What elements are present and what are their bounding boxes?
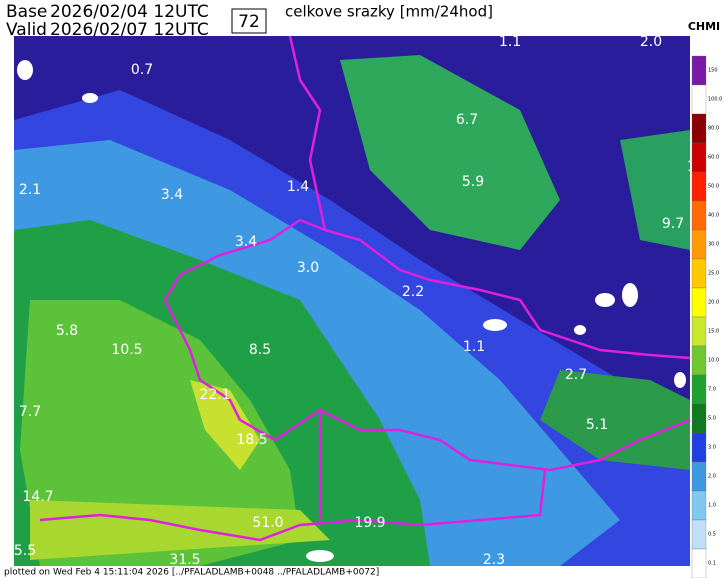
value-label: 2.2 (402, 284, 424, 300)
colorbar-label: 3.0 (708, 445, 716, 451)
colorbar-swatch (691, 461, 707, 492)
colorbar-swatch (691, 258, 707, 289)
logo: CHMI (688, 20, 720, 33)
value-label: 1.4 (287, 179, 309, 195)
borders (39, 35, 691, 542)
colorbar-swatch (691, 84, 707, 115)
snow-patches (17, 60, 686, 562)
value-label: 2.0 (640, 34, 662, 50)
colorbar-label: 60.0 (708, 155, 719, 161)
value-label: 31.5 (169, 552, 200, 568)
colorbar-swatch (691, 316, 707, 347)
value-label: 7.7 (19, 404, 41, 420)
precip-band (340, 55, 560, 250)
colorbar-swatch (691, 55, 707, 86)
colorbar-label: 25.0 (708, 271, 719, 277)
value-label: 8.5 (249, 342, 271, 358)
precip-band (190, 380, 260, 470)
colorbar-swatch (691, 287, 707, 318)
value-label: 51.0 (252, 515, 283, 531)
value-label: 5.9 (462, 174, 484, 190)
precip-band (20, 300, 300, 566)
value-label: 1.1 (463, 339, 485, 355)
value-label: 14.7 (22, 489, 53, 505)
value-label: 3.4 (161, 187, 183, 203)
colorbar-swatch (691, 403, 707, 434)
colorbar-label: 0.1 (708, 561, 716, 567)
colorbar-label: 7.0 (708, 387, 716, 393)
lead-hours: 72 (238, 12, 260, 32)
colorbar-label: 1.0 (708, 503, 716, 509)
precip-band (540, 370, 690, 470)
colorbar-swatch (691, 200, 707, 231)
precip-band (620, 130, 690, 250)
value-label: 1.1 (499, 34, 521, 50)
value-label: 5.8 (56, 323, 78, 339)
value-label: 2 (706, 352, 715, 368)
colorbar-label: 80.0 (708, 126, 719, 132)
value-label: 18.5 (236, 432, 267, 448)
value-label: 0.7 (131, 62, 153, 78)
value-label: 3.4 (235, 234, 257, 250)
colorbar-swatch (691, 374, 707, 405)
colorbar-label: 50.0 (708, 184, 719, 190)
colorbar-label: 10.0 (708, 358, 719, 364)
value-label: 10.5 (111, 342, 142, 358)
value-label: 9.7 (662, 216, 684, 232)
colorbar-swatch (691, 142, 707, 173)
valid-label: Valid (6, 20, 47, 40)
colorbar-swatch (691, 113, 707, 144)
valid-time: 2026/02/07 12UTC (50, 20, 209, 40)
value-label: 19.9 (354, 515, 385, 531)
colorbar-label: 40.0 (708, 213, 719, 219)
colorbar-swatch (691, 490, 707, 521)
base-time: 2026/02/04 12UTC (50, 2, 209, 22)
lead-box (231, 8, 267, 34)
colorbar-swatch (691, 229, 707, 260)
value-label: 2.1 (19, 182, 41, 198)
colorbar-swatch (691, 548, 707, 579)
colorbar: 150100.080.060.050.040.030.025.020.015.0… (691, 55, 722, 579)
value-label: 5.1 (586, 417, 608, 433)
value-label: 22.1 (199, 387, 230, 403)
colorbar-label: 5.0 (708, 416, 716, 422)
base-label: Base (6, 2, 47, 22)
colorbar-label: 15.0 (708, 329, 719, 335)
colorbar-swatch (691, 171, 707, 202)
title: celkove srazky [mm/24hod] (285, 3, 493, 21)
value-label: 2.3 (483, 552, 505, 568)
value-label: 2.7 (565, 367, 587, 383)
colorbar-swatch (691, 345, 707, 376)
map: 0.71.12.06.71.35.92.13.41.49.73.43.02.25… (14, 34, 715, 568)
colorbar-label: 150 (708, 68, 718, 74)
colorbar-label: 30.0 (708, 242, 719, 248)
colorbar-label: 100.0 (708, 97, 722, 103)
colorbar-label: 20.0 (708, 300, 719, 306)
colorbar-label: 0.5 (708, 532, 716, 538)
colorbar-swatch (691, 432, 707, 463)
value-label: 6.7 (456, 112, 478, 128)
value-label: 3.0 (297, 260, 319, 276)
footer: plotted on Wed Feb 4 15:11:04 2026 [../P… (4, 568, 379, 578)
colorbar-label: 2.0 (708, 474, 716, 480)
colorbar-swatch (691, 519, 707, 550)
value-label: 5.5 (14, 543, 36, 559)
